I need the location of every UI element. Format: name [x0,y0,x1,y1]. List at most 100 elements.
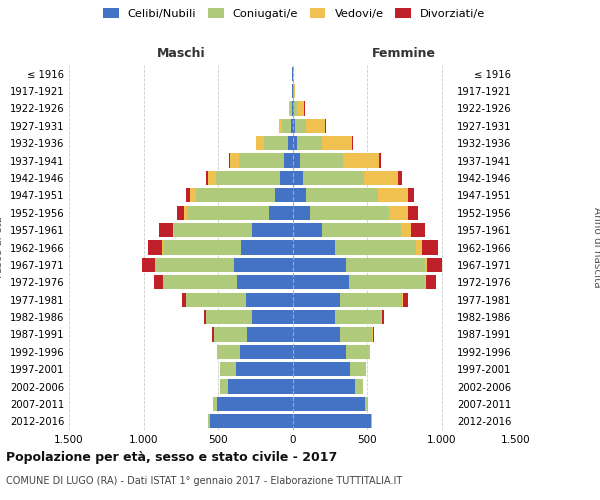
Bar [187,206,269,220]
Bar [289,102,290,116]
Bar [335,310,382,324]
Bar [233,258,293,272]
Bar [241,344,293,359]
Bar [291,118,293,133]
Bar [251,223,293,237]
Bar [365,397,368,411]
Bar [283,118,291,133]
Bar [306,118,325,133]
Bar [293,362,350,376]
Bar [373,328,374,342]
Bar [256,136,264,150]
Bar [229,154,230,168]
Bar [213,397,217,411]
Bar [162,240,163,254]
Text: Popolazione per età, sesso e stato civile - 2017: Popolazione per età, sesso e stato civil… [6,451,337,464]
Bar [280,118,283,133]
Bar [236,362,293,376]
Bar [293,118,295,133]
Bar [297,102,304,116]
Bar [293,223,322,237]
Bar [293,206,310,220]
Bar [280,171,293,185]
Bar [269,206,293,220]
Bar [364,171,398,185]
Bar [416,240,422,254]
Legend: Celibi/Nubili, Coniugati/e, Vedovi/e, Divorziati/e: Celibi/Nubili, Coniugati/e, Vedovi/e, Di… [103,8,485,19]
Bar [210,414,293,428]
Bar [425,258,427,272]
Bar [177,206,184,220]
Bar [335,240,416,254]
Bar [340,292,402,307]
Bar [247,328,293,342]
Bar [300,154,343,168]
Bar [403,292,408,307]
Bar [184,206,187,220]
Bar [292,102,293,116]
Bar [163,240,241,254]
Bar [343,154,379,168]
Bar [427,258,442,272]
Bar [212,328,214,342]
Bar [159,223,173,237]
Bar [293,84,295,98]
Bar [216,171,280,185]
Bar [293,292,340,307]
Bar [425,275,426,289]
Bar [293,344,346,359]
Bar [214,328,247,342]
Bar [284,154,293,168]
Bar [206,171,208,185]
Bar [220,362,236,376]
Bar [230,154,239,168]
Bar [251,310,293,324]
Bar [173,223,174,237]
Bar [350,362,366,376]
Bar [303,171,364,185]
Text: Femmine: Femmine [372,47,436,60]
Bar [349,275,425,289]
Bar [155,258,233,272]
Bar [290,102,292,116]
Bar [401,223,411,237]
Bar [190,188,196,202]
Text: Anno di nascita: Anno di nascita [592,207,600,288]
Text: COMUNE DI LUGO (RA) - Dati ISTAT 1° gennaio 2017 - Elaborazione TUTTITALIA.IT: COMUNE DI LUGO (RA) - Dati ISTAT 1° genn… [6,476,402,486]
Bar [293,136,297,150]
Bar [289,136,293,150]
Bar [310,206,389,220]
Bar [174,223,251,237]
Bar [340,328,373,342]
Bar [236,275,293,289]
Bar [389,206,408,220]
Bar [196,188,275,202]
Bar [352,136,353,150]
Bar [182,292,186,307]
Bar [206,310,251,324]
Bar [239,154,284,168]
Bar [371,414,372,428]
Bar [217,397,293,411]
Bar [322,136,352,150]
Bar [426,275,436,289]
Bar [379,154,381,168]
Bar [408,206,418,220]
Bar [208,414,210,428]
Bar [293,188,305,202]
Bar [293,240,335,254]
Bar [422,240,437,254]
Bar [293,414,371,428]
Bar [220,380,229,394]
Bar [293,380,355,394]
Bar [293,328,340,342]
Bar [402,292,403,307]
Bar [217,344,241,359]
Bar [208,171,216,185]
Bar [186,292,247,307]
Bar [163,275,236,289]
Bar [293,171,303,185]
Bar [355,380,363,394]
Bar [275,188,293,202]
Bar [379,188,408,202]
